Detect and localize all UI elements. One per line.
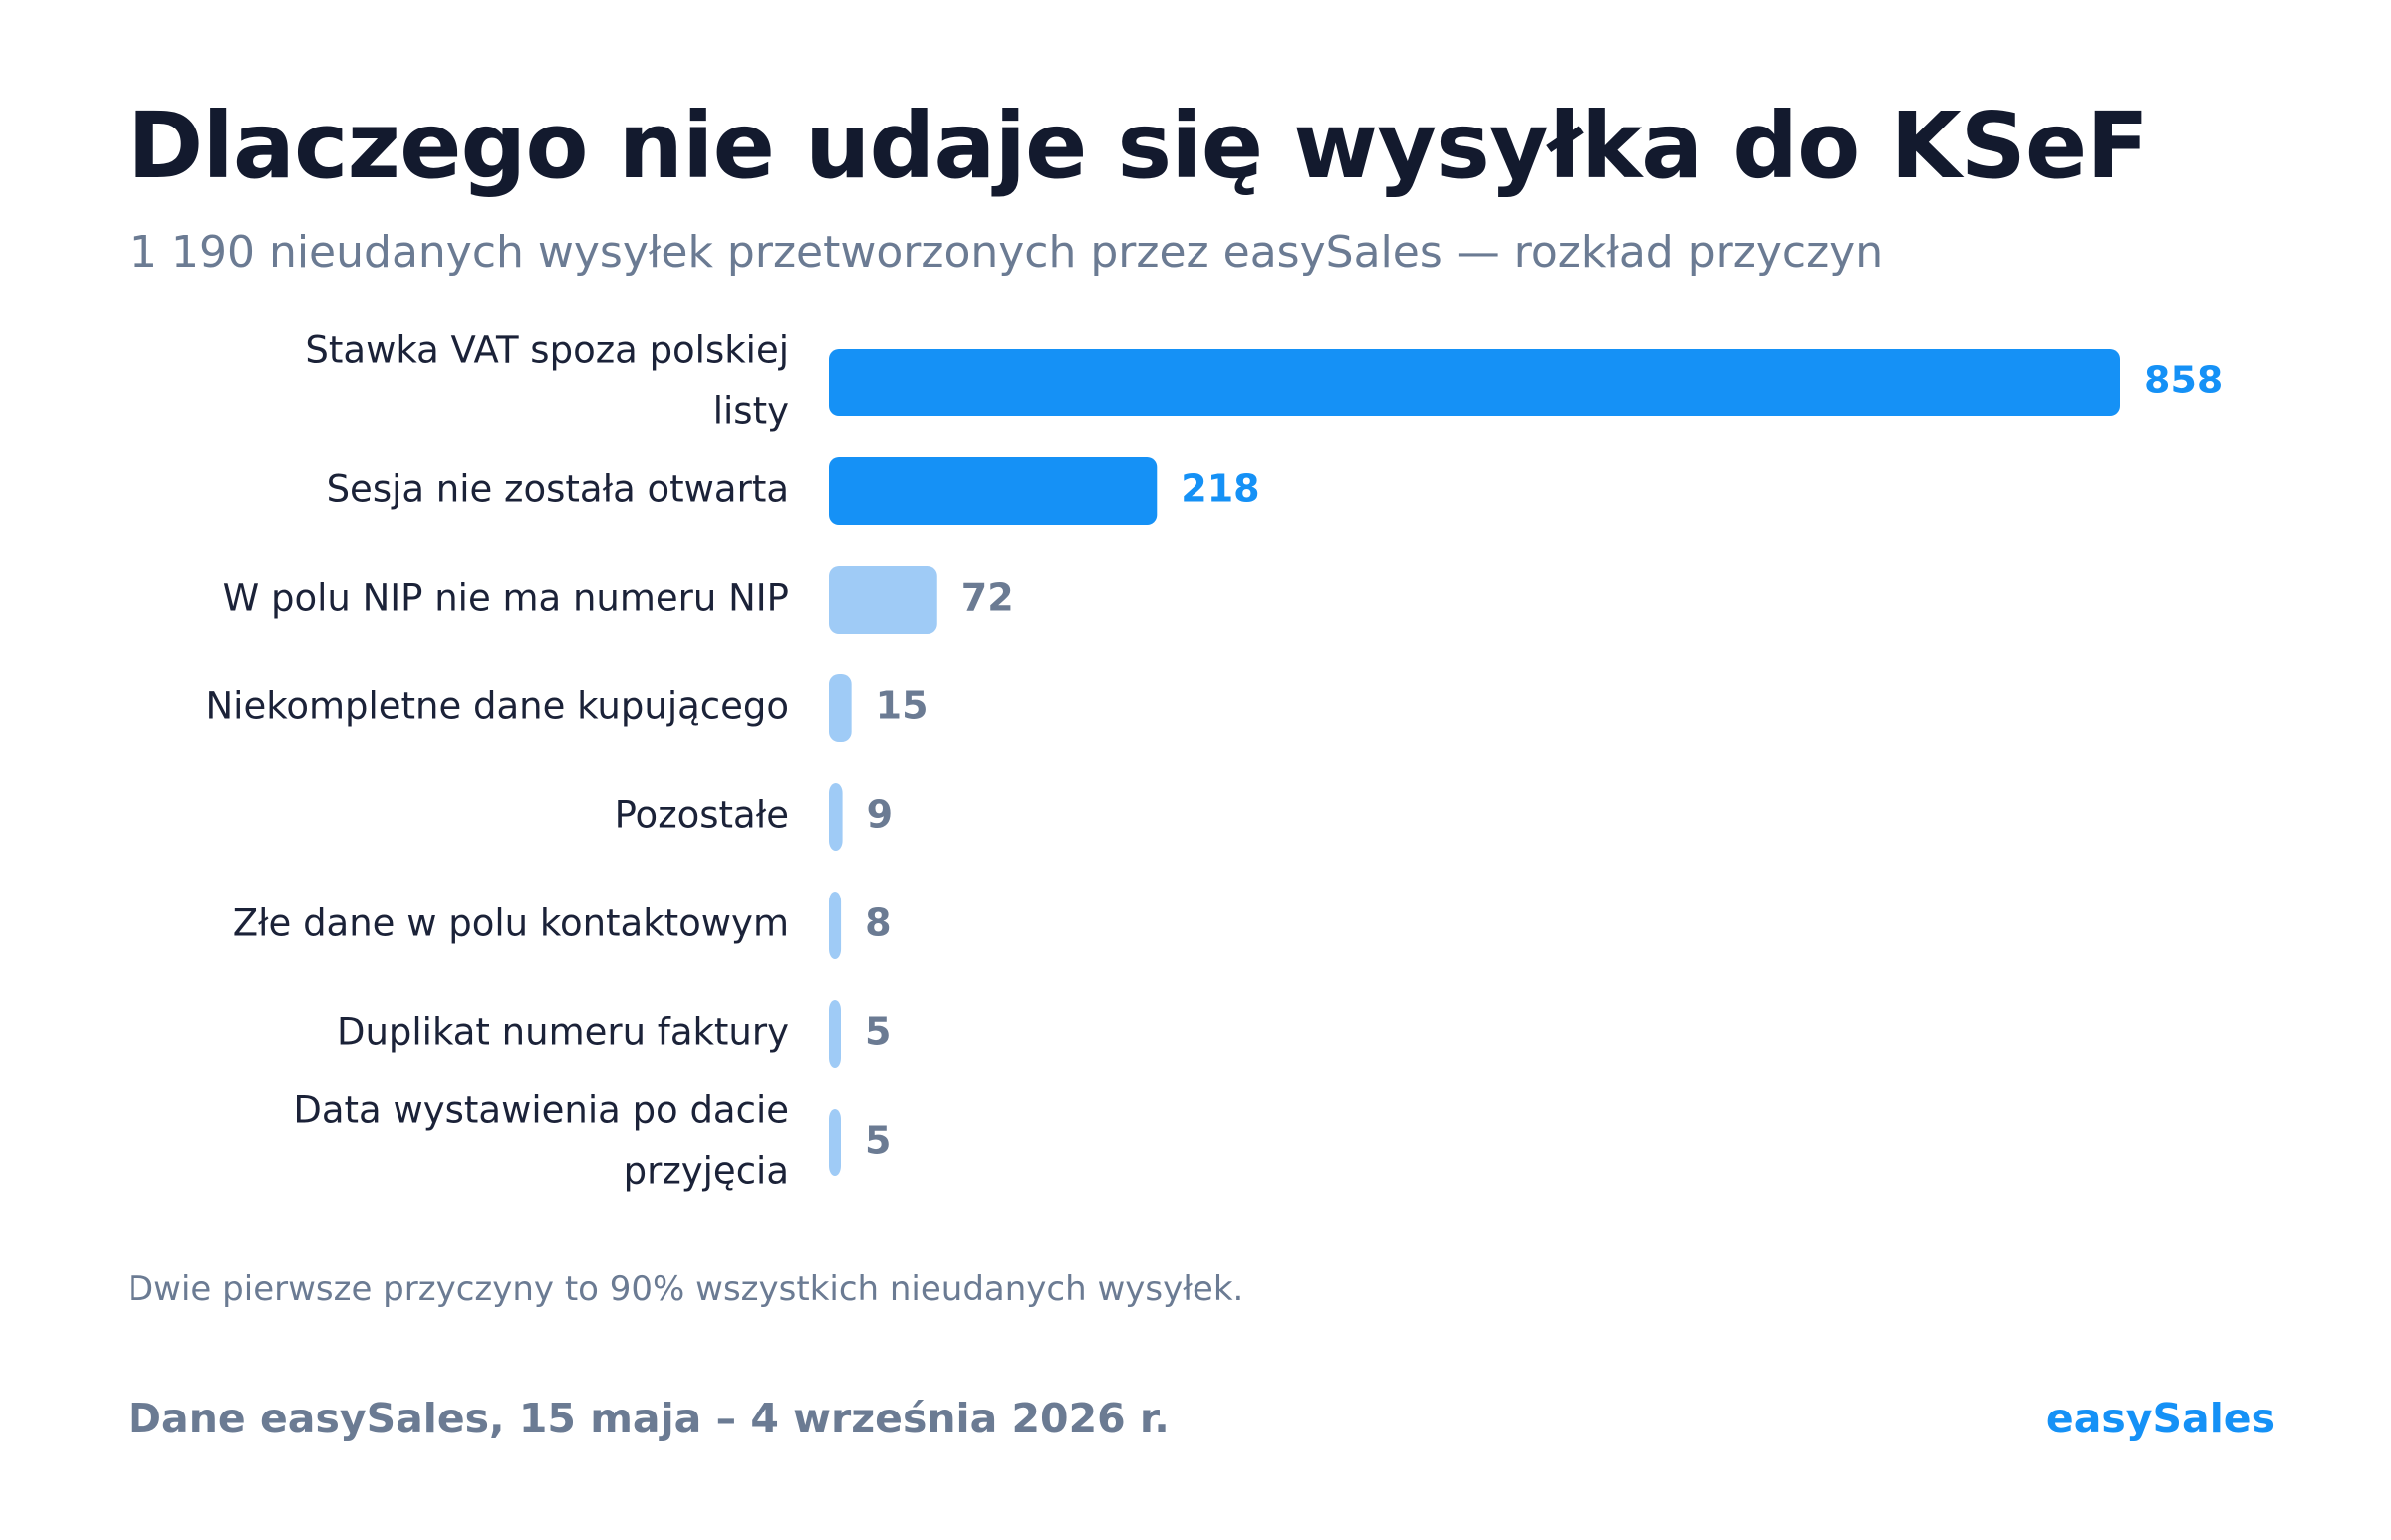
value-label: 858 [2144,359,2223,402]
bar [829,1109,841,1176]
brand-logo-text: easySales [2045,1395,2275,1442]
bar [829,457,1158,525]
chart-subtitle: 1 190 nieudanych wysyłek przetworzonych … [130,227,1884,278]
category-label: Stawka VAT spoza polskiej listy [305,329,789,433]
value-label: 218 [1181,467,1259,511]
data-source: Dane easySales, 15 maja – 4 września 202… [128,1395,1170,1442]
value-label: 72 [961,576,1014,620]
category-label: Niekompletne dane kupującego [205,685,789,728]
category-label: Złe dane w polu kontaktowym [233,902,789,945]
chart-title: Dlaczego nie udaje się wysyłka do KSeF [128,93,2149,199]
value-label: 15 [876,684,929,728]
bar [829,566,937,634]
category-label: W polu NIP nie ma numeru NIP [223,577,789,620]
value-label: 5 [865,1119,891,1162]
value-label: 5 [865,1010,891,1054]
value-label: 9 [867,793,893,837]
bar [829,783,843,851]
bar [829,892,842,959]
category-label: Pozostałe [615,794,789,837]
bar [829,349,2120,416]
bar [829,1000,841,1068]
category-label: Duplikat numeru faktury [337,1011,789,1054]
bar [829,674,852,742]
value-label: 8 [865,901,891,945]
category-label: Data wystawienia po dacie przyjęcia [293,1089,789,1193]
bar-chart: Stawka VAT spoza polskiej listy 858 Sesja n… [205,329,2223,1193]
category-label: Sesja nie została otwarta [327,468,789,511]
chart-note: Dwie pierwsze przyczyny to 90% wszystkic… [128,1269,1244,1309]
